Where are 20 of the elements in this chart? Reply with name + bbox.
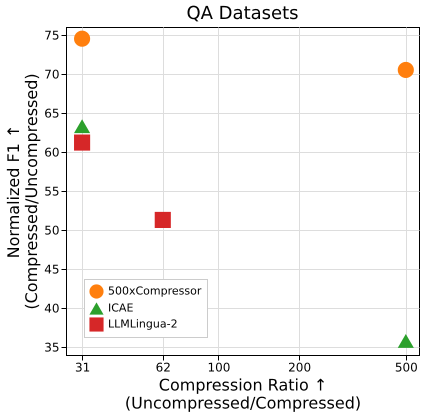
x-tick-label: 100 xyxy=(207,360,230,374)
y-tick-label: 40 xyxy=(44,302,60,316)
legend-label: 500xCompressor xyxy=(108,284,202,298)
y-tick-label: 75 xyxy=(44,28,60,42)
y-tick-label: 50 xyxy=(44,224,60,238)
y-axis-title: Normalized F1 ↑ (Compressed/Uncompressed) xyxy=(4,73,42,310)
x-tick-label: 200 xyxy=(288,360,312,374)
chart-title: QA Datasets xyxy=(186,3,299,24)
legend-label: LLMLingua-2 xyxy=(108,318,178,330)
x-tick-label: 31 xyxy=(74,360,90,374)
y-tick-label: 45 xyxy=(44,262,60,277)
x-axis-title: Compression Ratio ↑ (Uncompressed/Compressed) xyxy=(124,376,362,412)
y-tick-label: 65 xyxy=(44,106,60,120)
x-tick-label: 62 xyxy=(156,360,171,374)
y-tick-label: 55 xyxy=(44,184,60,198)
y-tick-label: 70 xyxy=(44,67,60,82)
x-tick-label: 500 xyxy=(394,360,418,374)
y-tick-label: 35 xyxy=(44,340,60,355)
legend-label: ICAE xyxy=(108,302,134,314)
y-tick-label: 60 xyxy=(44,145,60,160)
